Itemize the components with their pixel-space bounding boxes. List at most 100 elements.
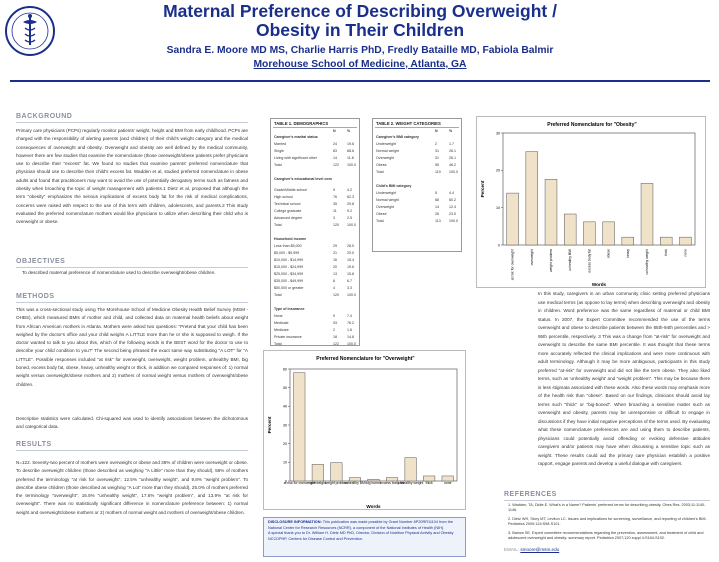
table1-row-pct: 4.2 xyxy=(347,187,352,192)
x-tick-label: big boned xyxy=(366,481,381,485)
table1-row-n: 9 xyxy=(333,313,335,318)
x-tick-label: unhealthy weight xyxy=(398,481,424,485)
table1-row-n: 76 xyxy=(333,194,337,199)
table1-row-pct: 100.0 xyxy=(347,222,356,227)
disclosure-label: DISCLOSURE INFORMATION: xyxy=(268,520,322,524)
table1-row-n: 120 xyxy=(333,222,339,227)
bar xyxy=(679,236,692,246)
table2-row-label: Normal weight xyxy=(376,198,399,202)
table1-row-label: Caregiver's marital status xyxy=(274,135,318,139)
bar xyxy=(404,457,417,482)
table1-row-label: Married xyxy=(274,142,287,146)
table1-row-pct: 19.6 xyxy=(347,264,354,269)
table1-row-n: 14 xyxy=(333,156,337,160)
header-divider xyxy=(10,80,710,82)
chart-overweight: Preferred Nomenclature for "Overweight" 0… xyxy=(267,356,458,509)
contact-email: EMAIL: smoore@msm.edu xyxy=(504,547,559,552)
y-tick-label: 10 xyxy=(496,206,500,210)
bar xyxy=(506,192,519,246)
table1-row-label: Living with significant other xyxy=(274,156,317,160)
background-rule xyxy=(16,122,248,123)
table2-title: TABLE 2. WEIGHT CATEGORIES xyxy=(376,121,441,126)
table1-row-pct: 68.6 xyxy=(347,149,354,153)
table1-row-label: Total xyxy=(274,292,282,297)
objectives-rule xyxy=(16,267,248,268)
table1-row-label: $25,000 - $34,999 xyxy=(274,271,304,276)
results-rule xyxy=(16,450,248,451)
table1-row-n: 20 xyxy=(333,264,337,269)
x-tick-label: weight problem xyxy=(325,481,348,485)
table1-row-n: 8 xyxy=(333,278,335,283)
y-axis-label: Percent xyxy=(267,416,272,433)
results-text: N=122. Seventy-two percent of mothers we… xyxy=(16,460,248,515)
y-tick-label: 0 xyxy=(285,479,287,483)
table2-row-label: Obese xyxy=(376,212,387,216)
bar xyxy=(621,236,635,246)
bar xyxy=(563,213,577,246)
y-tick-label: 0 xyxy=(498,243,500,247)
x-tick-label: heavy xyxy=(626,249,630,258)
x-tick-label: thick xyxy=(664,249,668,256)
table2-row-label: Overweight xyxy=(376,205,395,209)
table2-row-label: Caregiver's BMI category xyxy=(376,135,419,139)
table1-row-pct: 28.0 xyxy=(347,243,354,248)
table1-row-pct: 20.0 xyxy=(347,250,354,255)
table1-row-n: 24 xyxy=(333,142,337,146)
table1-row-label: Total xyxy=(274,222,282,227)
chart-obesity: Preferred Nomenclature for "Obesity" 0 10 2… xyxy=(480,122,696,287)
x-tick-label: obese xyxy=(607,249,611,258)
table1-row-n: 13 xyxy=(333,271,337,276)
table2-row-label: Normal weight xyxy=(376,149,399,153)
x-tick-label: unhealthy weight xyxy=(645,249,649,275)
table2-row-n: 2 xyxy=(435,142,437,146)
table1-row-pct: 15.4 xyxy=(347,257,354,262)
table1-row-label: Grade/Middle school xyxy=(274,187,307,192)
table1-row-n: 5 xyxy=(333,187,335,192)
chart-title: Preferred Nomenclature for "Overweight" xyxy=(316,356,415,362)
x-axis-label: Words xyxy=(592,282,607,287)
table2-row-label: Child's BMI category xyxy=(376,184,412,188)
table1-row-pct: 76.2 xyxy=(347,320,354,325)
disclosure-text: This publication was made possible by Gr… xyxy=(268,520,454,530)
email-link[interactable]: smoore@msm.edu xyxy=(520,547,560,552)
table1-row-label: High school xyxy=(274,194,293,199)
table2-row-n: 55 xyxy=(435,163,439,167)
table1-row-pct: 15.8 xyxy=(347,271,354,276)
table1-row-n: 35 xyxy=(333,201,337,206)
chart-obesity-box: Preferred Nomenclature for "Obesity" 0 10 2… xyxy=(476,116,706,288)
table2-row-n: 31 xyxy=(435,156,439,160)
bar xyxy=(544,179,558,246)
x-tick-label: excess body fat xyxy=(380,481,404,485)
x-axis-label: Words xyxy=(366,504,381,509)
bar xyxy=(640,183,654,246)
x-tick-label: unhealthy BMI xyxy=(568,249,572,271)
bar xyxy=(311,464,324,482)
poster-header: Maternal Preference of Describing Overwe… xyxy=(0,0,719,86)
table1-row-label: Private insurance xyxy=(274,334,302,339)
background-heading: BACKGROUND xyxy=(16,113,73,120)
references-heading: REFERENCES xyxy=(504,491,557,498)
bar xyxy=(348,477,361,482)
methods-text: This was a cross-sectional study using T… xyxy=(16,307,248,387)
table1-row-n: 11 xyxy=(333,208,337,213)
background-text: Primary care physicians (PCPs) regularly… xyxy=(16,128,248,225)
table1-row-label: Total xyxy=(274,163,282,167)
caduceus-seal-icon xyxy=(5,6,55,56)
x-tick-label: at risk for overweight xyxy=(511,249,515,280)
table2-row-n: 14 xyxy=(435,205,439,209)
table1-row-pct: 1.6 xyxy=(347,327,352,332)
bar xyxy=(386,477,399,482)
table1-row-label: Less than $5,000 xyxy=(274,243,302,248)
disclosure-thanks: A special thank you to Dr. William H. Di… xyxy=(268,531,454,541)
authors: Sandra E. Moore MD MS, Charlie Harris Ph… xyxy=(166,45,554,56)
table2-row-n: 68 xyxy=(435,198,439,202)
x-tick-label: excess body fat xyxy=(587,249,591,273)
table1-row-label: Technical school xyxy=(274,201,301,206)
institution: Morehouse School of Medicine, Atlanta, G… xyxy=(253,59,467,70)
objectives-heading: OBJECTIVES xyxy=(16,258,66,265)
plot-area xyxy=(289,368,458,482)
methods-text-2: Descriptive statistics were calculated. … xyxy=(16,416,248,430)
bar xyxy=(441,475,454,482)
x-tick-label: overweight xyxy=(310,481,326,485)
methods-rule xyxy=(16,302,248,303)
